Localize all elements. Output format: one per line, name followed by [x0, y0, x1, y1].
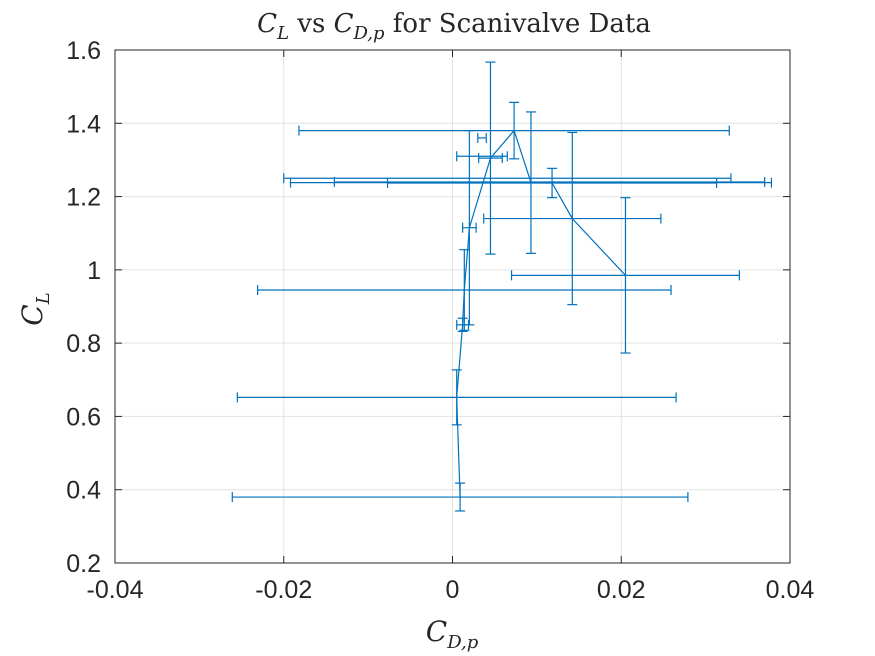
- x-tick-label: 0.02: [597, 576, 646, 604]
- y-tick-label: 1.2: [66, 184, 101, 212]
- y-tick-label: 1: [87, 257, 101, 285]
- y-axis-label: CL: [16, 292, 54, 325]
- title-cd-sub: D,p: [352, 23, 385, 44]
- title-cl-var: C: [257, 9, 277, 39]
- axis-ticks: -0.04 -0.02 0 0.02 0.04 0.2 0.4 0.6 0.8 1 1.2 1.4 1.…: [66, 37, 814, 604]
- x-tick-label: 0.04: [766, 576, 815, 604]
- y-tick-label: 0.8: [66, 330, 101, 358]
- title-rest: for Scanivalve Data: [385, 9, 651, 39]
- y-tick-label: 1.4: [66, 110, 101, 138]
- y-tick-label: 1.6: [66, 37, 101, 65]
- xlabel-var: C: [426, 615, 447, 648]
- ylabel-var: C: [16, 304, 49, 325]
- x-axis-label: CD,p: [426, 615, 479, 653]
- y-tick-label: 0.2: [66, 550, 101, 578]
- title-cd-var: C: [334, 9, 354, 39]
- x-tick-label: -0.04: [87, 576, 144, 604]
- cl-vs-cdp-line: [456, 129, 626, 498]
- title-vs: vs: [289, 9, 334, 39]
- chart-title: CL vs CD,p for Scanivalve Data: [257, 9, 651, 44]
- x-tick-label: -0.02: [255, 576, 312, 604]
- x-tick-label: 0: [446, 576, 460, 604]
- title-cl-sub: L: [276, 23, 289, 44]
- grid: [114, 49, 791, 564]
- ylabel-sub: L: [33, 292, 54, 305]
- data-series: [231, 61, 773, 512]
- y-tick-label: 0.4: [66, 477, 101, 505]
- xlabel-sub: D,p: [446, 632, 479, 653]
- y-tick-label: 0.6: [66, 403, 101, 431]
